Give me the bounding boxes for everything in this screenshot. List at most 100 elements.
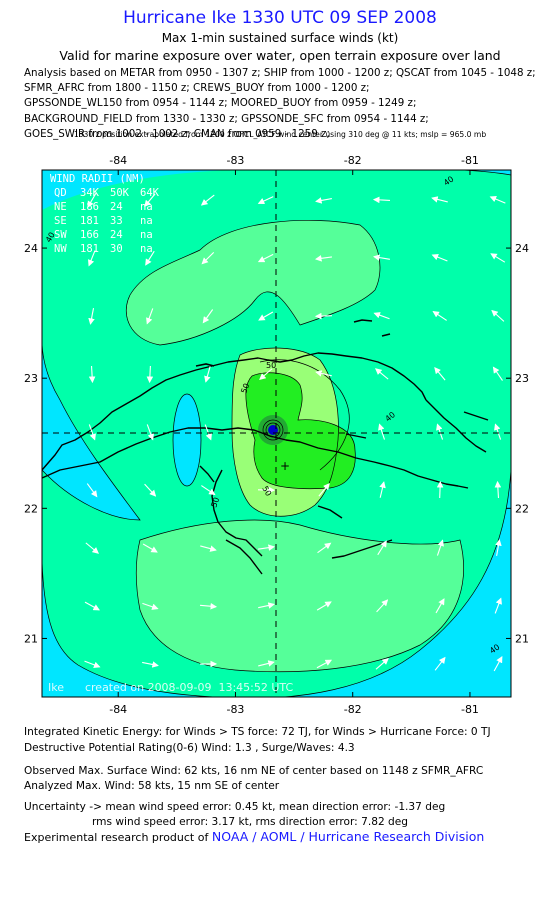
wind-arrow	[375, 368, 389, 380]
wind-arrow	[431, 196, 448, 203]
wind-arrow	[146, 308, 154, 325]
wind-arrow	[493, 656, 503, 672]
wind-arrow	[144, 483, 157, 497]
wind-arrow	[87, 192, 97, 208]
wind-radii-cell: 24	[110, 201, 123, 213]
wind-arrow	[317, 542, 332, 554]
wind-arrow	[88, 308, 95, 325]
wind-radii-cell: na	[140, 229, 153, 241]
wind-arrow	[199, 602, 218, 610]
wind-arrow	[144, 193, 156, 207]
uncertainty-mean: Uncertainty -> mean wind speed error: 0.…	[24, 801, 446, 813]
map-title: Hurricane Ike 1330 UTC 09 SEP 2008	[123, 8, 437, 28]
wind-arrow	[259, 368, 273, 380]
analysis-line: GOES_SWIR from 1002 - 1002 z; CMAN from …	[24, 127, 330, 140]
wind-arrow	[435, 598, 445, 614]
footer-prefix: Experimental research product of	[24, 831, 212, 844]
wind-arrow	[372, 196, 391, 204]
wind-radii-cell: na	[140, 243, 153, 255]
wind-arrow	[86, 483, 98, 498]
footer: Experimental research product of NOAA / …	[24, 829, 484, 844]
map-subtitle: Max 1-min sustained surface winds (kt)	[161, 31, 399, 45]
wind-radii-table: WIND RADII (NM) QD 34K 50K 64K NE 186 24 na SE 18…	[50, 173, 160, 255]
wind-arrow	[88, 424, 96, 441]
wind-arrow	[146, 424, 154, 441]
wind-arrow	[495, 539, 502, 556]
wind-arrow	[314, 255, 333, 262]
wind-radii-cell: SW	[54, 229, 67, 241]
lat-tick-label: 24	[24, 242, 38, 255]
wind-arrow	[258, 660, 275, 667]
wind-arrow	[434, 656, 446, 671]
lat-tick-label: 23	[24, 372, 38, 385]
wind-arrow	[491, 309, 505, 322]
analysis-line: SFMR_AFRC from 1800 - 1150 z; CREWS_BUOY…	[24, 82, 370, 95]
wind-radii-header: 34K	[80, 187, 100, 199]
lon-tick-label: -81	[461, 154, 479, 167]
wind-field: +	[42, 170, 511, 697]
lat-tick-label: 22	[515, 502, 529, 515]
map-frame	[41, 169, 512, 698]
wind-arrow	[377, 540, 387, 556]
wind-arrow	[201, 485, 216, 496]
wind-radii-cell: na	[140, 215, 153, 227]
contour-label: 50	[209, 496, 221, 509]
lon-tick-label: -82	[344, 703, 362, 716]
wind-arrow	[378, 423, 386, 440]
grid-lines	[42, 170, 511, 697]
core-ring	[262, 419, 284, 441]
lat-tick-label: 22	[24, 502, 38, 515]
lat-tick-label: 21	[24, 632, 38, 645]
footer-organization[interactable]: NOAA / AOML / Hurricane Research Divisio…	[211, 829, 485, 844]
lon-tick-label: -81	[461, 703, 479, 716]
analyzed-max-wind: Analyzed Max. Wind: 58 kts, 15 nm SE of …	[24, 780, 280, 792]
wind-radii-cell: 181	[80, 215, 99, 227]
wind-arrow	[142, 602, 159, 610]
analyzed-max-mark: +	[280, 459, 290, 473]
wind-arrow	[494, 423, 502, 440]
wind-arrow	[204, 366, 211, 383]
wind-arrow	[315, 370, 332, 377]
wind-radii-header: 64K	[140, 187, 160, 199]
wind-radii-cell: 186	[80, 201, 99, 213]
wind-arrow	[145, 250, 155, 266]
wind-radii-cell: 24	[110, 229, 123, 241]
wind-arrow	[201, 252, 215, 265]
wind-radii-cell: 181	[80, 243, 99, 255]
observed-max-wind: Observed Max. Surface Wind: 62 kts, 16 n…	[24, 765, 484, 777]
wind-arrow	[489, 195, 506, 204]
lat-tick-label: 21	[515, 632, 529, 645]
wind-radii-cell: 30	[110, 243, 123, 255]
wind-zone	[173, 394, 201, 486]
wind-arrow	[373, 312, 390, 320]
analysis-line: BACKGROUND_FIELD from 1330 - 1330 z; GPS…	[24, 112, 429, 125]
wind-arrow	[314, 312, 333, 320]
wind-arrow	[85, 542, 99, 554]
validity-note: Valid for marine exposure over water, op…	[59, 48, 501, 63]
wind-arrow	[431, 254, 448, 262]
analysis-line: GPSSONDE_WL150 from 0954 - 1144 z; MOORE…	[24, 97, 417, 110]
lat-tick-label: 23	[515, 372, 529, 385]
wind-arrow	[373, 254, 390, 261]
ike-stats: Integrated Kinetic Energy: for Winds > T…	[24, 726, 491, 738]
lon-tick-label: -83	[226, 154, 244, 167]
wind-map: + -84 -84 -83 -83 -82 -82 -81 -81 24 24 23 23 22 22 21…	[24, 154, 529, 716]
wind-arrow	[494, 480, 502, 499]
dpr-stats: Destructive Potential Rating(0-6) Wind: …	[24, 742, 355, 754]
wind-arrow	[258, 544, 275, 551]
wind-arrow	[432, 310, 447, 321]
analysis-sources: Analysis based on METAR from 0950 - 1307…	[24, 66, 554, 142]
wind-arrow	[376, 599, 389, 613]
wind-arrow	[318, 483, 330, 497]
wind-radii-title: WIND RADII (NM)	[50, 173, 145, 185]
wind-arrow	[88, 250, 96, 267]
wind-arrow	[142, 543, 158, 553]
wind-arrow	[316, 601, 332, 611]
wind-zone	[136, 520, 464, 672]
axis-ticks: -84 -84 -83 -83 -82 -82 -81 -81 24 24 23 23 22 22 21 21	[24, 154, 529, 716]
wind-arrow	[434, 366, 446, 381]
wind-arrow	[436, 539, 444, 556]
wind-radii-cell: SE	[54, 215, 67, 227]
position-note: 1330 z position extrapolated from 1200 z…	[73, 130, 487, 139]
lon-tick-label: -84	[109, 703, 127, 716]
